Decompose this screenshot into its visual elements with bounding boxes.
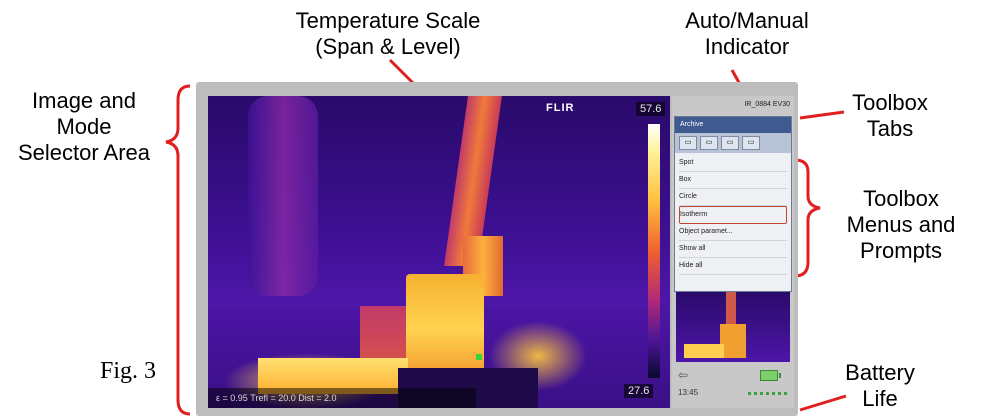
menu-item-circle[interactable]: Circle [679,189,787,206]
menu-item-hide-all[interactable]: Hide all [679,258,787,275]
figure-label: Fig. 3 [100,358,157,384]
temperature-scale-bar[interactable] [648,124,660,378]
battery-level-dots [748,392,788,395]
battery-icon [760,370,781,381]
temperature-scale-callout: Temperature Scale (Span & Level) [295,8,481,59]
toolbox-tab-4[interactable]: ▭ [742,136,760,150]
toolbox-tabs: ▭ ▭ ▭ ▭ [675,133,791,153]
auto-manual-indicator[interactable]: IR_0884 EV30 [744,101,790,108]
thumb-hot-bar [684,344,724,358]
arrow-icon[interactable]: ⇦ [678,368,689,382]
thermal-pipe-left [248,96,318,296]
side-panel: IR_0884 EV30 Archive ▭ ▭ ▭ ▭ Spot Box Ci… [672,96,794,408]
toolbox-menus-brace [794,158,821,278]
toolbox-title: Archive [675,117,791,133]
image-thumbnail[interactable] [676,292,790,362]
toolbox-tab-3[interactable]: ▭ [721,136,739,150]
menu-item-box[interactable]: Box [679,172,787,189]
toolbox-tab-2[interactable]: ▭ [700,136,718,150]
menu-item-show-all[interactable]: Show all [679,241,787,258]
menu-item-object-parameters[interactable]: Object paramet... [679,224,787,241]
battery-callout: Battery Life [845,360,915,411]
menu-item-isotherm[interactable]: Isotherm [679,206,787,224]
toolbox: Archive ▭ ▭ ▭ ▭ Spot Box Circle Isotherm… [674,116,792,292]
scale-min-value[interactable]: 27.6 [624,384,654,398]
measurement-status-line: ε = 0.95 Trefl = 20.0 Dist = 2.0 [208,388,476,408]
scale-max-value[interactable]: 57.6 [636,102,666,116]
toolbox-tab-1[interactable]: ▭ [679,136,697,150]
flir-logo: FLIR [546,102,575,114]
menu-item-spot[interactable]: Spot [679,155,787,172]
toolbox-menus-callout: Toolbox Menus and Prompts [846,186,956,263]
image-mode-brace [165,84,191,416]
thumb-hot-box [720,324,746,358]
thermal-hot-box [406,274,484,384]
spot-marker[interactable] [476,354,482,360]
clock-time: 13:45 [678,388,699,397]
auto-manual-callout: Auto/Manual Indicator [685,8,809,59]
thumb-pipe [726,292,736,326]
toolbox-menu: Spot Box Circle Isotherm Object paramet.… [675,153,791,277]
image-mode-callout: Image and Mode Selector Area [17,88,151,165]
toolbox-tabs-callout: Toolbox Tabs [852,90,928,141]
thermal-image[interactable]: FLIR 57.6 27.6 ε = 0.95 Trefl = 20.0 Dis… [208,96,670,408]
side-footer: ⇦ 13:45 [672,366,794,408]
